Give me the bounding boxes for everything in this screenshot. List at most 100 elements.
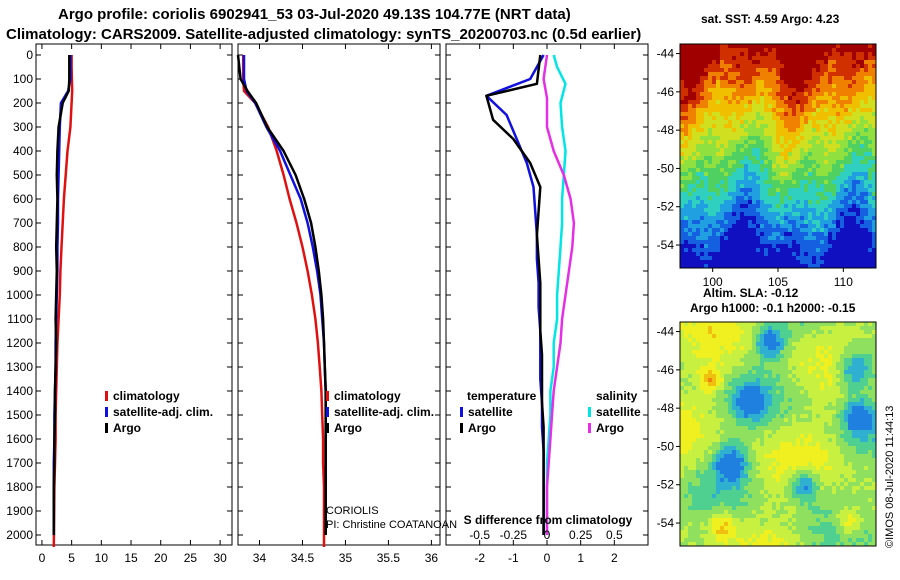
sst-map-grid-cell	[808, 52, 813, 57]
sla-map-grid-cell	[864, 434, 869, 439]
sst-map-grid-cell	[696, 116, 701, 121]
sla-map-grid-cell	[692, 326, 697, 331]
sst-map-grid-cell	[764, 140, 769, 145]
diff-salinity-tick-label: 0.25	[569, 528, 593, 542]
sla-map-grid-cell	[732, 438, 737, 443]
sst-map-grid-cell	[768, 220, 773, 225]
sla-map-grid-cell	[680, 426, 685, 431]
sla-map-grid-cell	[720, 470, 725, 475]
sla-map-grid-cell	[800, 418, 805, 423]
sst-map-grid-cell	[704, 132, 709, 137]
sst-map-grid-cell	[820, 140, 825, 145]
sla-map-grid-cell	[700, 350, 705, 355]
sla-map-grid-cell	[796, 458, 801, 463]
sst-map-grid-cell	[776, 156, 781, 161]
sla-map-grid-cell	[780, 322, 785, 327]
sst-map-grid-cell	[856, 64, 861, 69]
sla-map-grid-cell	[820, 462, 825, 467]
sst-map-grid-cell	[720, 196, 725, 201]
sla-map-grid-cell	[700, 338, 705, 343]
sst-map-grid-cell	[852, 72, 857, 77]
sst-map-grid-cell	[808, 112, 813, 117]
sla-map-grid-cell	[716, 442, 721, 447]
sst-map-grid-cell	[772, 204, 777, 209]
sst-map-grid-cell	[780, 216, 785, 221]
sst-map-grid-cell	[804, 44, 809, 49]
sla-map-grid-cell	[816, 398, 821, 403]
sla-map-grid-cell	[792, 426, 797, 431]
sla-map-grid-cell	[812, 326, 817, 331]
sst-map-grid-cell	[680, 124, 685, 129]
sla-map-grid-cell	[832, 466, 837, 471]
sst-map-grid-cell	[816, 172, 821, 177]
sla-map-grid-cell	[720, 346, 725, 351]
sst-map-grid-cell	[840, 124, 845, 129]
sst-map-grid-cell	[796, 128, 801, 133]
sst-map-grid-cell	[800, 228, 805, 233]
sst-map-grid-cell	[824, 148, 829, 153]
sst-map-grid-cell	[680, 220, 685, 225]
sla-map-grid-cell	[804, 454, 809, 459]
sst-map-grid-cell	[836, 84, 841, 89]
sla-map-grid-cell	[796, 398, 801, 403]
sst-map-grid-cell	[756, 144, 761, 149]
sla-map-grid-cell	[708, 458, 713, 463]
sla-map-grid-cell	[752, 422, 757, 427]
sst-map-grid-cell	[704, 84, 709, 89]
sla-map-grid-cell	[848, 434, 853, 439]
sla-map-grid-cell	[744, 342, 749, 347]
sla-map-grid-cell	[736, 442, 741, 447]
sst-map-grid-cell	[712, 228, 717, 233]
sla-map-grid-cell	[740, 406, 745, 411]
sla-map-grid-cell	[776, 386, 781, 391]
sla-map-grid-cell	[820, 482, 825, 487]
sst-map-grid-cell	[684, 200, 689, 205]
sst-map-grid-cell	[788, 144, 793, 149]
sla-map-grid-cell	[836, 418, 841, 423]
sla-map-grid-cell	[800, 342, 805, 347]
sla-map-grid-cell	[812, 358, 817, 363]
sla-map-grid-cell	[852, 422, 857, 427]
sst-map-grid-cell	[724, 264, 729, 269]
sst-map-grid-cell	[720, 252, 725, 257]
sla-map-grid-cell	[760, 478, 765, 483]
sst-map-grid-cell	[732, 216, 737, 221]
sst-map-grid-cell	[796, 196, 801, 201]
sst-map-grid-cell	[824, 188, 829, 193]
sst-map-grid-cell	[712, 112, 717, 117]
sst-map-grid-cell	[768, 68, 773, 73]
sst-map-grid-cell	[868, 120, 873, 125]
sst-map-grid-cell	[796, 120, 801, 125]
sst-map-grid-cell	[732, 152, 737, 157]
sst-map-grid-cell	[728, 248, 733, 253]
sst-map-grid-cell	[852, 192, 857, 197]
sst-map-grid-cell	[820, 168, 825, 173]
sst-map-grid-cell	[788, 244, 793, 249]
sla-map-grid-cell	[808, 342, 813, 347]
sla-map-grid-cell	[692, 362, 697, 367]
sst-map-grid-cell	[872, 44, 877, 49]
sst-map-grid-cell	[732, 96, 737, 101]
sst-map-grid-cell	[688, 192, 693, 197]
sla-map-grid-cell	[828, 366, 833, 371]
temperature-profile-xtick-label: 25	[184, 551, 198, 565]
sst-map-grid-cell	[848, 228, 853, 233]
sla-map-grid-cell	[824, 450, 829, 455]
sla-map-grid-cell	[744, 434, 749, 439]
sst-map-grid-cell	[788, 44, 793, 49]
sst-map-grid-cell	[852, 204, 857, 209]
sla-map-grid-cell	[804, 418, 809, 423]
sst-map-grid-cell	[848, 140, 853, 145]
sla-map-grid-cell	[688, 350, 693, 355]
sla-map-grid-cell	[848, 406, 853, 411]
sla-map-grid-cell	[744, 426, 749, 431]
sla-map-grid-cell	[820, 342, 825, 347]
sla-map-grid-cell	[848, 322, 853, 327]
sst-map-grid-cell	[836, 192, 841, 197]
sst-map-grid-cell	[780, 244, 785, 249]
sla-map-grid-cell	[816, 446, 821, 451]
sla-map-grid-cell	[784, 410, 789, 415]
sst-map-grid-cell	[840, 56, 845, 61]
sst-map-grid-cell	[788, 256, 793, 261]
sla-map-grid-cell	[784, 386, 789, 391]
